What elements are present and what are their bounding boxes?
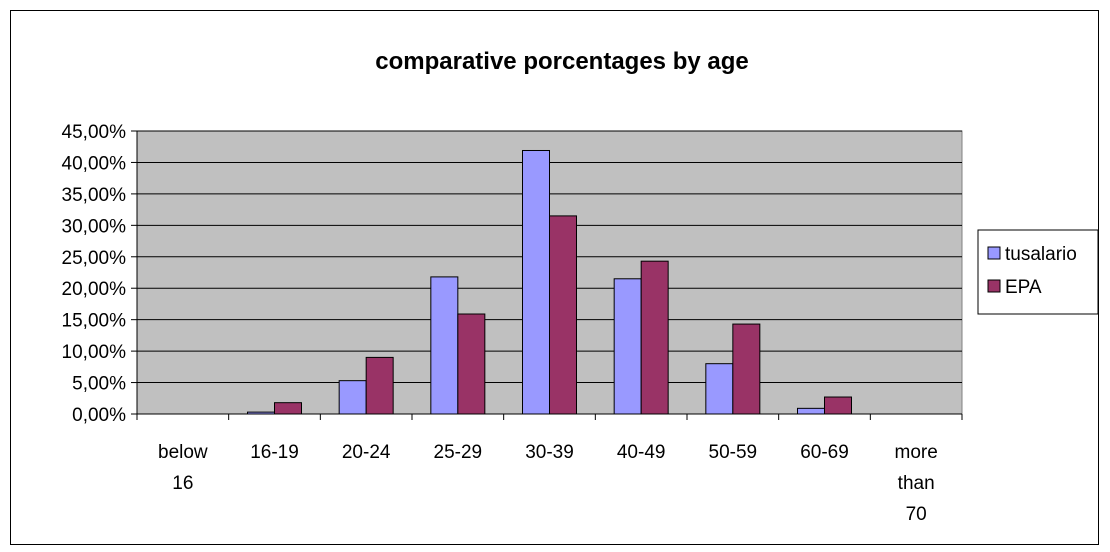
bar-epa (457, 313, 486, 415)
x-category-label: 25-29 (434, 442, 483, 463)
x-category-label: 50-59 (709, 442, 758, 463)
y-tick-label: 30,00% (62, 216, 127, 237)
x-category-label: below (158, 442, 208, 463)
chart-title: comparative porcentages by age (375, 48, 748, 75)
bar-epa (824, 396, 852, 415)
y-tick-label: 40,00% (62, 153, 127, 174)
x-category-label: 16-19 (250, 442, 299, 463)
bar-epa (365, 356, 394, 415)
x-category-label: than (898, 473, 935, 494)
y-tick-label: 0,00% (72, 405, 126, 426)
y-tick-label: 35,00% (62, 185, 127, 206)
y-tick-label: 45,00% (62, 122, 127, 143)
legend-swatch (987, 246, 1001, 260)
bar-epa (549, 215, 577, 415)
legend-label: EPA (1005, 277, 1042, 298)
legend-label: tusalario (1005, 244, 1077, 265)
x-category-label: 40-49 (617, 442, 666, 463)
plot-area: 0,00% 5,00% 10,00% 15,00% 20,00% 25,00% 30,00%… (62, 122, 963, 525)
x-category-label: 30-39 (525, 442, 574, 463)
y-tick-label: 20,00% (62, 279, 127, 300)
legend-swatch (987, 279, 1001, 293)
x-category-label: 16 (172, 473, 193, 494)
bar-tusalario (797, 407, 825, 415)
legend: tusalario EPA (977, 229, 1099, 315)
bar-tusalario (338, 380, 367, 415)
y-tick-label: 25,00% (62, 248, 127, 269)
bar-tusalario (522, 149, 550, 415)
legend-box (977, 229, 1099, 315)
bar-tusalario (613, 278, 642, 415)
bar-tusalario (705, 363, 734, 415)
x-category-label: 20-24 (342, 442, 391, 463)
bar-epa (274, 402, 302, 415)
y-tick-label: 5,00% (72, 374, 126, 395)
x-category-label: more (895, 442, 938, 463)
x-category-label: 60-69 (800, 442, 849, 463)
y-tick-label: 10,00% (62, 342, 127, 363)
bar-epa (640, 260, 669, 415)
bar-tusalario (430, 276, 459, 415)
x-category-label: 70 (906, 504, 927, 525)
bar-epa (732, 323, 761, 415)
y-tick-label: 15,00% (62, 311, 127, 332)
bar-tusalario (247, 411, 275, 415)
